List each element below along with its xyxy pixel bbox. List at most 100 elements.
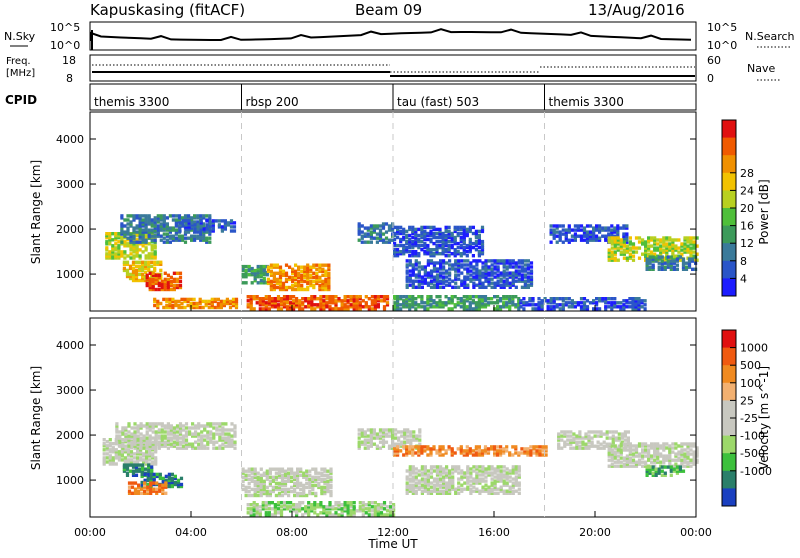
heatmap-cell (524, 263, 527, 266)
heatmap-cell (668, 242, 671, 245)
heatmap-cell (417, 303, 420, 306)
heatmap-cell (439, 490, 442, 493)
heatmap-cell (146, 486, 149, 489)
heatmap-cell (170, 424, 173, 427)
heatmap-cell (439, 280, 442, 283)
heatmap-cell (412, 280, 415, 283)
heatmap-cell (650, 442, 653, 445)
heatmap-cell (178, 229, 181, 232)
heatmap-cell (191, 221, 194, 224)
heatmap-cell (177, 300, 180, 303)
heatmap-cell (497, 259, 500, 262)
heatmap-cell (364, 447, 367, 450)
heatmap-cell (528, 297, 531, 300)
heatmap-cell (316, 303, 319, 306)
heatmap-cell (503, 465, 506, 468)
heatmap-cell (427, 271, 430, 274)
heatmap-cell (656, 242, 659, 245)
heatmap-cell (527, 271, 530, 274)
heatmap-cell (282, 270, 285, 273)
heatmap-cell (301, 297, 304, 300)
heatmap-cell (146, 436, 149, 439)
heatmap-cell (223, 300, 226, 303)
heatmap-cell (257, 494, 260, 497)
heatmap-cell (144, 468, 147, 471)
heatmap-cell (371, 307, 374, 310)
heatmap-cell (664, 465, 667, 468)
heatmap-cell (632, 250, 635, 253)
heatmap-cell (138, 463, 141, 466)
heatmap-cell (522, 307, 525, 310)
heatmap-cell (139, 241, 142, 244)
heatmap-cell (227, 221, 230, 224)
heatmap-cell (566, 438, 569, 441)
heatmap-cell (126, 222, 129, 225)
heatmap-cell (432, 242, 435, 245)
heatmap-cell (487, 465, 490, 468)
heatmap-cell (154, 235, 157, 238)
heatmap-cell (347, 299, 350, 302)
heatmap-cell (229, 306, 232, 309)
heatmap-cell (208, 237, 211, 240)
heatmap-cell (286, 501, 289, 504)
heatmap-cell (463, 295, 466, 298)
heatmap-cell (405, 246, 408, 249)
heatmap-cell (693, 450, 696, 453)
heatmap-cell (325, 505, 328, 508)
heatmap-cell (324, 270, 327, 273)
heatmap-cell (155, 274, 158, 277)
heatmap-cell (126, 269, 129, 272)
heatmap-cell (127, 458, 130, 461)
heatmap-cell (304, 505, 307, 508)
heatmap-cell (580, 305, 583, 308)
heatmap-cell (322, 295, 325, 298)
heatmap-cell (460, 280, 463, 283)
heatmap-cell (256, 295, 259, 298)
heatmap-cell (376, 224, 379, 227)
heatmap-cell (134, 488, 137, 491)
heatmap-cell (478, 234, 481, 237)
heatmap-cell (373, 428, 376, 431)
heatmap-cell (111, 232, 114, 235)
power-ylabel: Slant Range [km] (29, 160, 43, 264)
heatmap-cell (109, 442, 112, 445)
heatmap-cell (427, 473, 430, 476)
heatmap-cell (469, 238, 472, 241)
heatmap-cell (415, 286, 418, 289)
heatmap-cell (415, 481, 418, 484)
heatmap-cell (494, 259, 497, 262)
heatmap-cell (205, 300, 208, 303)
heatmap-cell (257, 281, 260, 284)
heatmap-cell (402, 228, 405, 231)
heatmap-cell (371, 501, 374, 504)
heatmap-cell (610, 228, 613, 231)
heatmap-cell (644, 299, 647, 302)
heatmap-cell (531, 297, 534, 300)
heatmap-cell (442, 275, 445, 278)
heatmap-cell (616, 305, 619, 308)
heatmap-cell (436, 488, 439, 491)
heatmap-cell (436, 477, 439, 480)
heatmap-cell (300, 266, 303, 269)
heatmap-cell (497, 265, 500, 268)
heatmap-cell (647, 253, 650, 256)
heatmap-cell (667, 259, 670, 262)
heatmap-cell (534, 303, 537, 306)
heatmap-cell (469, 269, 472, 272)
heatmap-cell (494, 275, 497, 278)
heatmap-cell (484, 488, 487, 491)
heatmap-cell (248, 482, 251, 485)
heatmap-cell (508, 451, 511, 454)
heatmap-cell (563, 430, 566, 433)
heatmap-cell (251, 468, 254, 471)
heatmap-cell (659, 444, 662, 447)
heatmap-cell (187, 214, 190, 217)
heatmap-cell (275, 472, 278, 475)
heatmap-cell (632, 452, 635, 455)
heatmap-cell (438, 228, 441, 231)
heatmap-cell (430, 475, 433, 478)
heatmap-cell (503, 473, 506, 476)
heatmap-cell (315, 272, 318, 275)
heatmap-cell (472, 271, 475, 274)
heatmap-cell (359, 501, 362, 504)
